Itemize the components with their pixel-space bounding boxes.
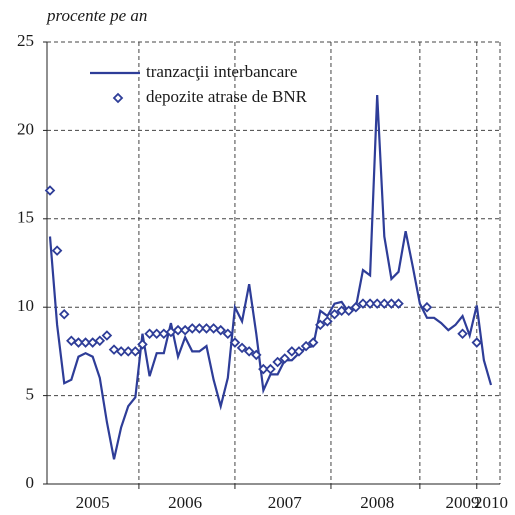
diamond-marker [300, 340, 312, 352]
line-series [48, 94, 493, 460]
diamond-marker [258, 363, 269, 375]
diamond-marker [172, 324, 184, 336]
diamond-marker [336, 305, 347, 317]
legend-label: depozite atrase de BNR [146, 87, 308, 106]
diamond-marker [144, 328, 155, 339]
diamond-marker [293, 346, 305, 357]
diamond-marker [108, 344, 120, 355]
diamond-marker [329, 308, 340, 320]
diamond-marker [371, 298, 383, 309]
x-tick-label: 2008 [360, 493, 394, 512]
diamond-marker [307, 337, 319, 348]
diamond-marker [343, 305, 355, 317]
diamond-marker [236, 342, 248, 354]
diamond-marker [130, 346, 141, 357]
diamond-marker [151, 328, 162, 339]
diamond-marker [379, 298, 390, 309]
diamond-marker [186, 323, 198, 334]
diamond-marker [51, 245, 63, 256]
x-tick-label: 2010 [474, 493, 508, 512]
diamond-marker [322, 316, 333, 327]
x-tick-label: 2006 [168, 493, 202, 512]
diamond-marker [222, 328, 234, 339]
diamond-marker [243, 346, 255, 357]
diamond-marker [215, 324, 226, 336]
y-tick-label: 10 [17, 296, 34, 315]
y-tick-label: 5 [26, 385, 35, 404]
diamond-marker [265, 363, 276, 375]
y-tick-label: 25 [17, 31, 34, 50]
diamond-marker [251, 349, 262, 361]
diamond-marker [279, 353, 290, 364]
diamond-marker [229, 337, 241, 348]
diamond-marker [122, 346, 134, 357]
diamond-marker [357, 298, 369, 309]
diamond-marker [208, 323, 219, 334]
diamond-marker [457, 328, 468, 339]
diamond-marker [471, 337, 483, 348]
diamond-marker [364, 298, 376, 309]
diamond-marker [66, 335, 77, 347]
diamond-marker [101, 330, 113, 341]
diamond-marker [201, 323, 212, 334]
diamond-marker [350, 301, 362, 313]
diamond-marker [137, 339, 148, 350]
diamond-marker [44, 185, 56, 196]
x-tick-label: 2009 [446, 493, 480, 512]
diamond-marker [158, 328, 170, 339]
x-tick-label: 2005 [76, 493, 110, 512]
y-tick-label: 15 [17, 208, 34, 227]
diamond-marker [179, 324, 191, 336]
y-tick-label: 20 [17, 119, 34, 138]
diamond-marker [315, 319, 326, 331]
x-tick-label: 2007 [268, 493, 303, 512]
diamond-marker [80, 337, 91, 348]
chart-title: procente pe an [46, 6, 147, 25]
diamond-marker [421, 301, 433, 313]
y-tick-label: 0 [26, 473, 35, 492]
diamond-marker [94, 335, 106, 347]
diamond-marker [386, 298, 397, 309]
diamond-marker [393, 298, 404, 309]
diamond-marker [87, 337, 98, 348]
diamond-marker [115, 346, 127, 357]
diamond-marker [286, 346, 298, 357]
legend-marker [112, 92, 124, 104]
diamond-marker [73, 337, 84, 348]
diamond-marker [58, 308, 70, 320]
legend-label: tranzacţii interbancare [146, 62, 297, 81]
diamond-marker [194, 323, 205, 334]
diamond-marker [272, 356, 283, 368]
